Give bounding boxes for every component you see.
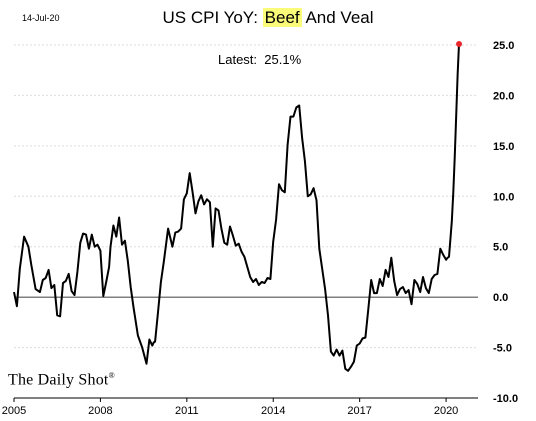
grid-lines (14, 44, 478, 399)
x-tick-label: 2005 (2, 405, 26, 417)
latest-value: 25.1% (264, 52, 302, 67)
x-tick-label: 2011 (175, 405, 199, 417)
x-tick-label: 2020 (434, 405, 458, 417)
series-group (13, 40, 463, 372)
latest-point-marker (456, 40, 463, 47)
title-prefix: US CPI YoY: (162, 8, 263, 27)
chart-title: US CPI YoY: Beef And Veal (0, 8, 536, 28)
series-line (13, 43, 460, 372)
y-tick-label: 15.0 (493, 141, 514, 153)
date-label: 14-Jul-20 (22, 13, 60, 23)
y-tick-label: 25.0 (493, 40, 514, 52)
y-tick-label: 0.0 (493, 292, 508, 304)
brand-name: The Daily Shot (8, 371, 109, 389)
title-suffix: And Veal (301, 8, 374, 27)
y-tick-label: 20.0 (493, 90, 514, 102)
x-tick-label: 2008 (88, 405, 112, 417)
y-axis: -10.0 -5.0 0.0 5.0 10.0 15.0 20.0 25.0 (493, 40, 518, 405)
brand-mark: ® (108, 371, 115, 380)
y-tick-label: 5.0 (493, 242, 508, 254)
title-highlight: Beef (262, 8, 302, 27)
x-axis: 2005 2008 2011 2014 2017 2020 (2, 397, 478, 417)
brand-logo: The Daily Shot® (8, 371, 115, 389)
y-tick-label: 10.0 (493, 191, 514, 203)
y-tick-label: -10.0 (493, 393, 518, 405)
x-tick-label: 2014 (261, 405, 285, 417)
latest-annotation: Latest: 25.1% (218, 52, 301, 67)
x-tick-label: 2017 (347, 405, 371, 417)
y-tick-label: -5.0 (493, 343, 512, 355)
latest-label: Latest: (218, 52, 258, 67)
